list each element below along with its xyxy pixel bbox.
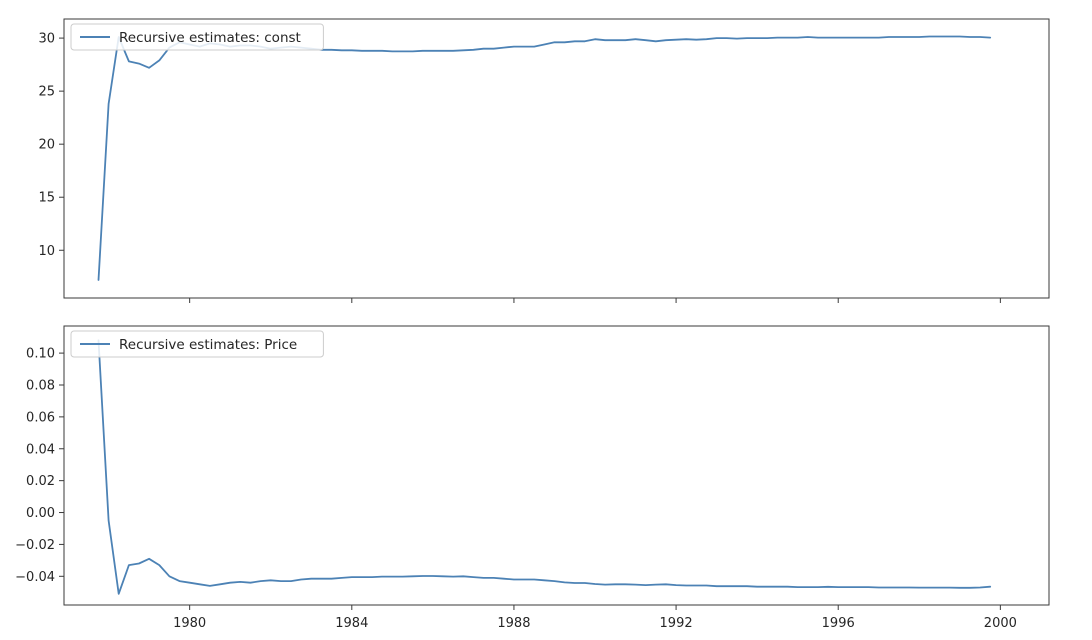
chart-0-y-tick-label: 10 bbox=[38, 244, 55, 259]
chart-1-series-line bbox=[97, 339, 992, 595]
chart-1-x-tick-label: 1992 bbox=[660, 616, 693, 631]
chart-1-y-tick-label: 0.00 bbox=[26, 506, 55, 521]
chart-1-y-tick-label: −0.02 bbox=[15, 538, 55, 553]
chart-0-axes-frame bbox=[63, 18, 1050, 299]
chart-1-axes-frame bbox=[63, 325, 1050, 606]
chart-1-x-tick-label: 1984 bbox=[335, 616, 368, 631]
chart-1-y-tick-label: 0.06 bbox=[26, 410, 55, 425]
chart-0-legend-box bbox=[70, 23, 324, 51]
subplot-const: 10 15 20 25 30 Recursive estimates: const bbox=[38, 18, 1050, 303]
chart-0-legend: Recursive estimates: const bbox=[70, 23, 324, 51]
chart-0-y-tick-label: 15 bbox=[38, 191, 55, 206]
chart-1-x-tick-label: 2000 bbox=[984, 616, 1017, 631]
chart-1-y-tick-label: 0.08 bbox=[26, 378, 55, 393]
chart-1-x-tick-label: 1996 bbox=[822, 616, 855, 631]
chart-0-y-tick-label: 30 bbox=[38, 32, 55, 47]
chart-1-y-tick-label: 0.02 bbox=[26, 474, 55, 489]
chart-0-y-tick-label: 20 bbox=[38, 138, 55, 153]
chart-0-y-tick-label: 25 bbox=[38, 85, 55, 100]
chart-1-x-tick-label: 1988 bbox=[497, 616, 530, 631]
chart-1-legend: Recursive estimates: Price bbox=[70, 330, 324, 358]
chart-1-y-tick-label: −0.04 bbox=[15, 570, 55, 585]
chart-1-legend-label: Recursive estimates: Price bbox=[119, 337, 297, 353]
chart-1-y-tick-label: 0.04 bbox=[26, 442, 55, 457]
chart-0-legend-label: Recursive estimates: const bbox=[119, 30, 301, 46]
chart-1-legend-box bbox=[70, 330, 324, 358]
subplot-price: −0.04 −0.02 0.00 0.02 0.04 0.06 0.08 0.10 1980 19… bbox=[15, 325, 1050, 631]
chart-1-x-tick-label: 1980 bbox=[173, 616, 206, 631]
chart-1-y-tick-label: 0.10 bbox=[26, 347, 55, 362]
